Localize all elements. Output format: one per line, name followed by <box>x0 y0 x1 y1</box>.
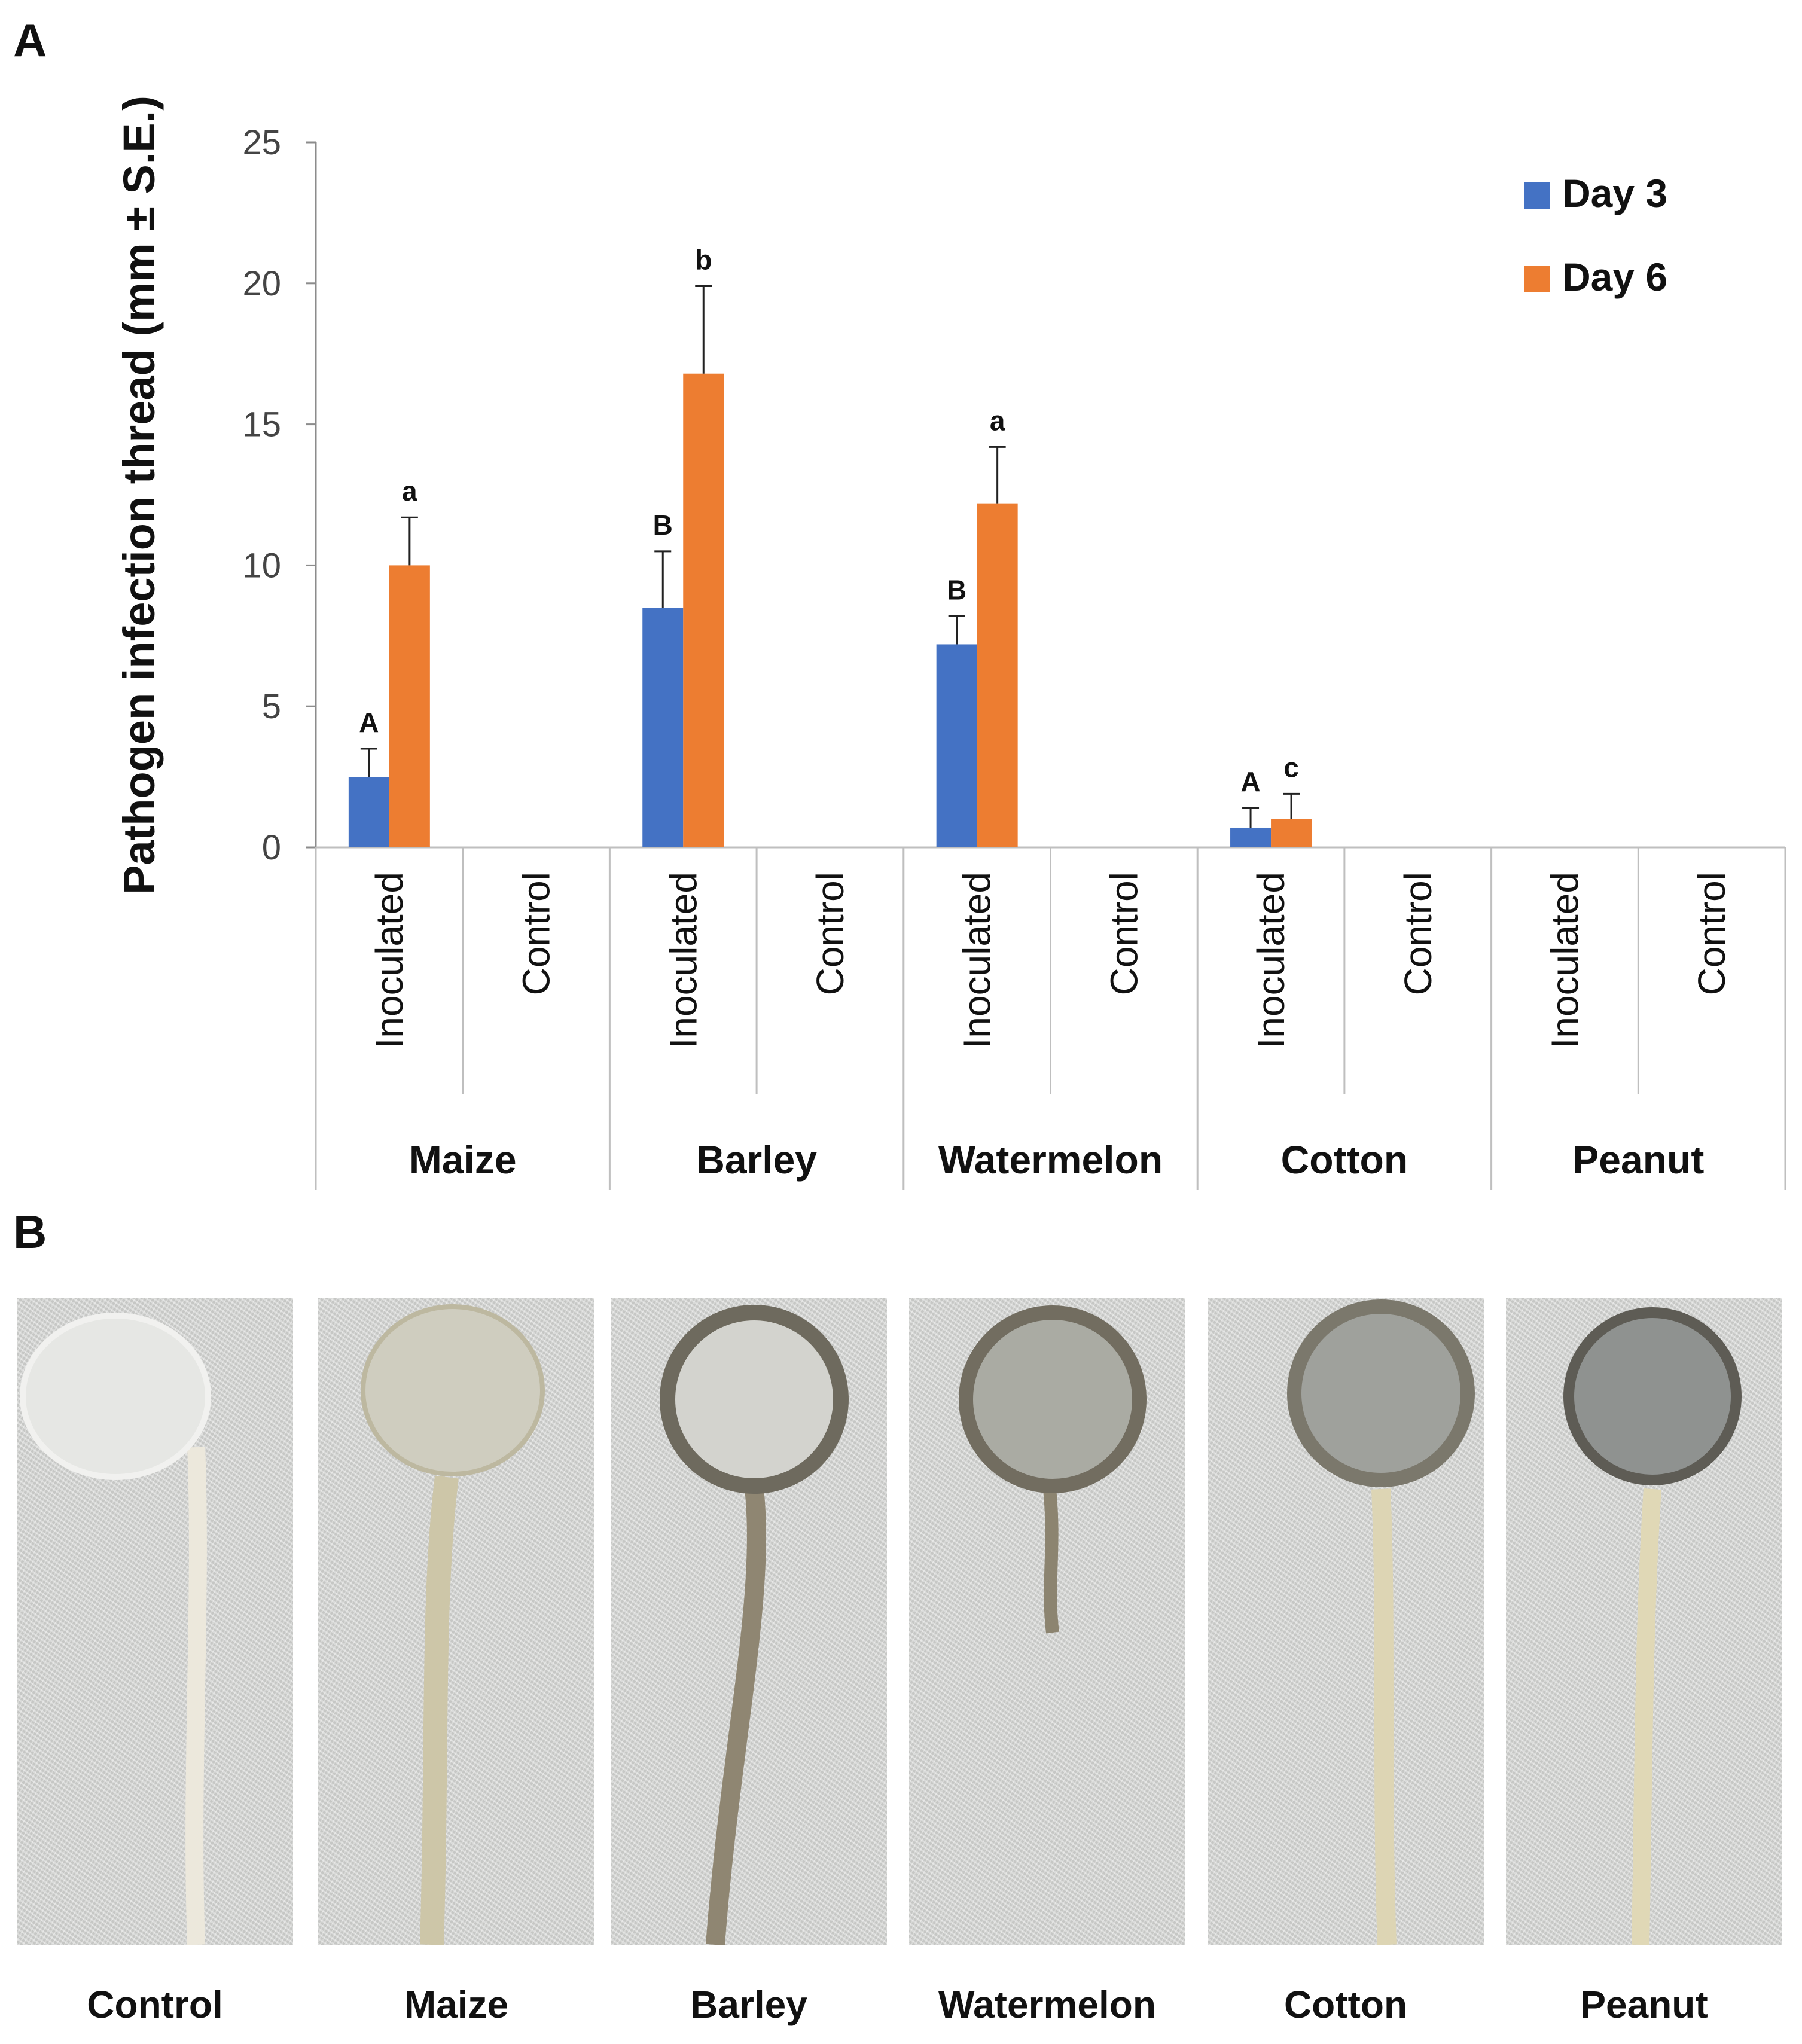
x-tick-label: Inoculated <box>368 872 411 1048</box>
x-tick-label: Inoculated <box>1543 872 1586 1048</box>
bar <box>977 503 1018 847</box>
y-tick-label: 5 <box>262 687 281 726</box>
photo-caption-cotton: Cotton <box>1283 1983 1408 2026</box>
legend-swatch <box>1524 182 1550 209</box>
bar <box>642 608 684 847</box>
photo-watermelon <box>909 1298 1185 1945</box>
bar <box>1271 819 1312 847</box>
significance-letter: a <box>990 405 1005 436</box>
significance-letter: A <box>1240 766 1260 797</box>
x-tick-label: Inoculated <box>1249 872 1292 1048</box>
group-label: Maize <box>409 1137 517 1182</box>
y-axis-title: Pathogen infection thread (mm ± S.E.) <box>114 96 164 895</box>
panel-a-label: A <box>13 14 47 66</box>
y-tick-label: 25 <box>242 123 281 162</box>
significance-letter: B <box>653 510 673 541</box>
photo-caption-peanut: Peanut <box>1580 1983 1708 2026</box>
x-tick-label: Inoculated <box>661 872 705 1048</box>
photo-control <box>17 1298 293 1945</box>
significance-letter: a <box>402 475 417 507</box>
photo-barley <box>611 1298 887 1945</box>
bar <box>389 565 430 847</box>
panel-b-label: B <box>13 1206 47 1258</box>
y-tick-label: 20 <box>242 264 281 303</box>
photo-caption-control: Control <box>87 1983 223 2026</box>
photo-peanut <box>1506 1298 1782 1945</box>
bar <box>936 644 977 847</box>
group-label: Cotton <box>1281 1137 1408 1182</box>
y-tick-label: 15 <box>242 405 281 444</box>
y-tick-label: 0 <box>262 828 281 867</box>
photo-caption-maize: Maize <box>404 1983 509 2026</box>
group-label: Watermelon <box>938 1137 1163 1182</box>
group-label: Peanut <box>1572 1137 1704 1182</box>
x-tick-label: Control <box>515 872 558 995</box>
legend-label: Day 3 <box>1562 171 1667 215</box>
x-tick-label: Inoculated <box>956 872 999 1048</box>
significance-letter: c <box>1283 752 1299 783</box>
significance-letter: B <box>947 574 966 605</box>
bar <box>1230 827 1272 847</box>
x-tick-label: Control <box>1690 872 1733 995</box>
x-tick-label: Control <box>1397 872 1440 995</box>
photo-caption-barley: Barley <box>690 1983 807 2026</box>
group-label: Barley <box>696 1137 817 1182</box>
bar-chart: 0 5 10 15 20 25 Pathogen infection thread (mm … <box>114 96 1786 1190</box>
x-tick-label: Control <box>1102 872 1145 995</box>
bar <box>683 373 724 847</box>
photo-cotton <box>1208 1298 1484 1945</box>
y-tick-label: 10 <box>242 546 281 585</box>
legend-swatch <box>1524 266 1550 292</box>
bar <box>348 777 389 847</box>
photo-caption-watermelon: Watermelon <box>938 1983 1156 2026</box>
significance-letter: A <box>359 707 379 738</box>
x-tick-label: Control <box>809 872 852 995</box>
legend-label: Day 6 <box>1562 255 1667 299</box>
photo-maize <box>318 1298 594 1945</box>
significance-letter: b <box>695 245 712 276</box>
